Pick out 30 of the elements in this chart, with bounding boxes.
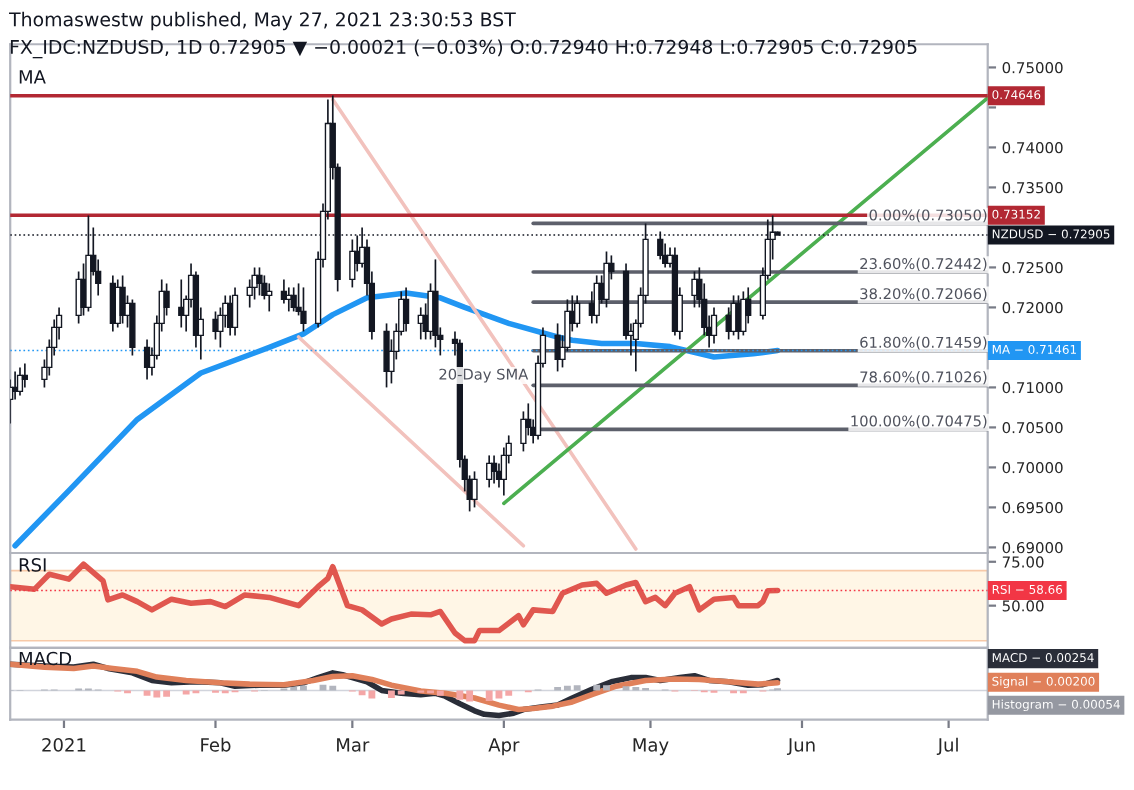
x-tick-label: Jul — [936, 737, 958, 756]
candlestick — [490, 454, 498, 485]
candlestick — [16, 366, 24, 397]
candlestick — [266, 282, 273, 313]
x-tick-label: Apr — [488, 738, 520, 756]
candlestick — [231, 286, 239, 337]
candlestick — [119, 274, 126, 325]
x-tick-label: May — [633, 738, 669, 756]
line-series — [10, 561, 781, 644]
candlestick — [129, 298, 136, 357]
candlestick — [603, 250, 610, 309]
annotation: MA — [19, 70, 46, 84]
candlestick — [574, 294, 581, 329]
x-tick-label: 2021 — [42, 738, 86, 752]
candlestick — [300, 286, 307, 333]
x-tick-label: Feb — [201, 737, 231, 752]
candlestick — [432, 258, 439, 349]
chart-title: Thomaswestw published, May 27, 2021 23:30:53 BST — [9, 11, 516, 31]
candlestick — [402, 286, 410, 333]
candlestick — [290, 286, 297, 313]
candlestick — [471, 470, 478, 509]
chart-subtitle: FX_IDC:NZDUSD, 1D 0.72905 ▼ −0.00021 (−0.03%) O:0.72940 H:0.72948 L:0.72905 C:0.72905 — [10, 39, 917, 59]
x-tick-label: Mar — [337, 738, 370, 752]
candlestick — [256, 266, 263, 297]
candlestick — [520, 410, 527, 453]
annotation: MACD — [19, 651, 72, 666]
annotation: RSI — [19, 558, 46, 572]
candlestick — [21, 362, 29, 389]
candlestick — [710, 306, 718, 345]
x-tick-label: Jun — [786, 738, 815, 756]
